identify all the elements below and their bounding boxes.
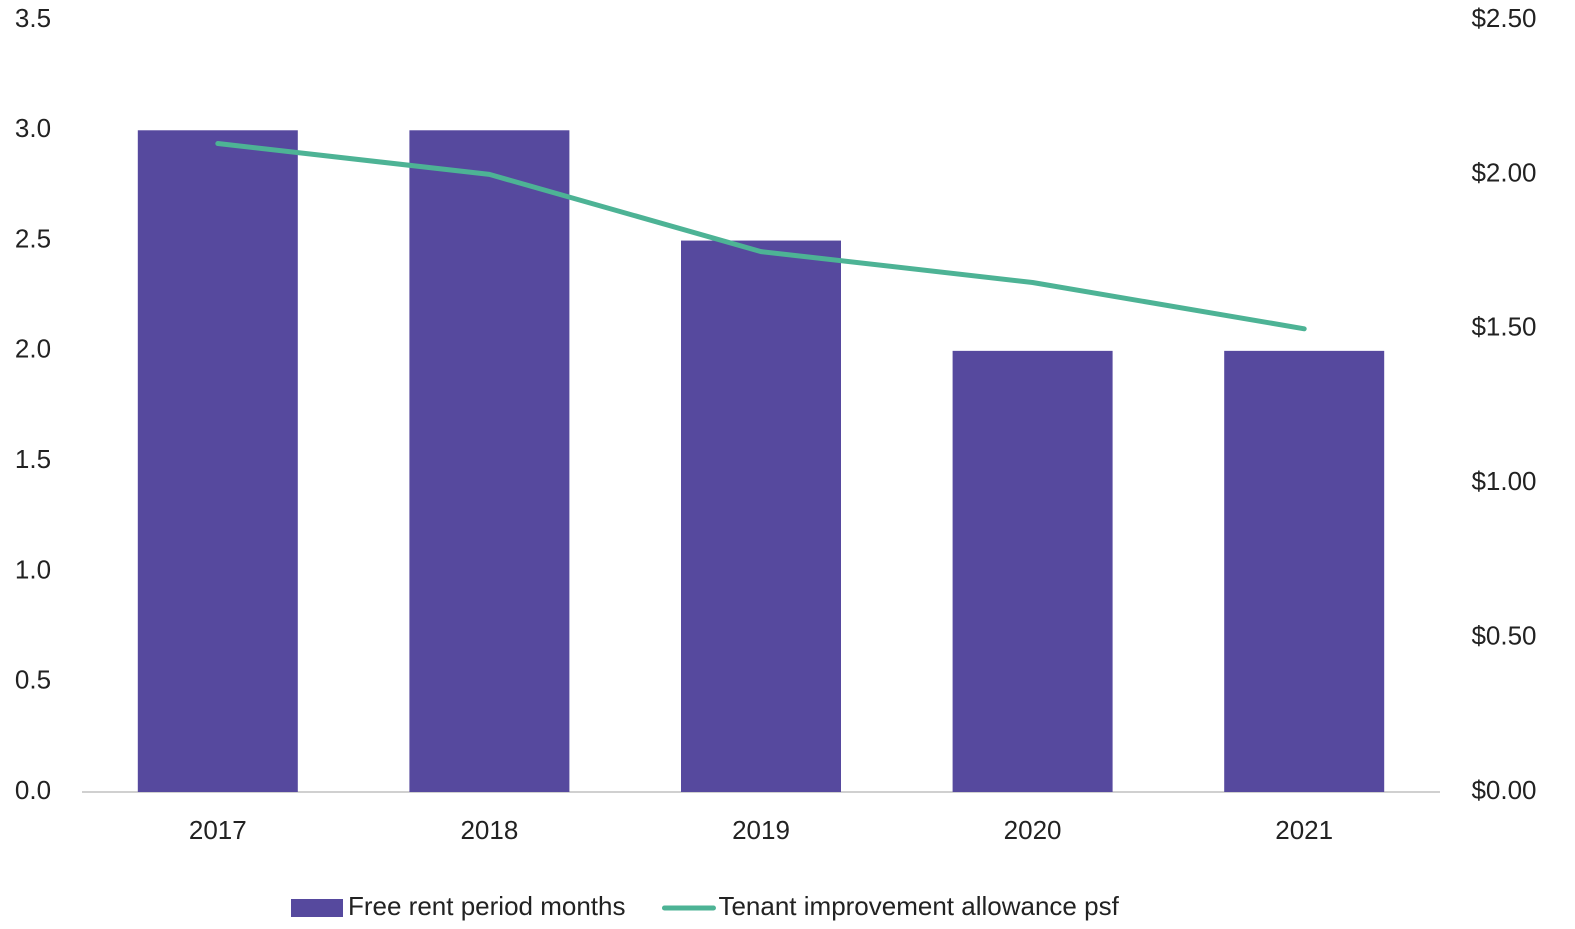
bar	[137, 130, 298, 793]
bar	[952, 350, 1113, 792]
y2-tick-label: $0.50	[1471, 620, 1536, 650]
legend-label: Free rent period months	[348, 891, 625, 921]
y2-tick-label: $1.50	[1471, 312, 1536, 342]
x-tick-label: 2021	[1275, 815, 1333, 845]
y2-tick-label: $0.00	[1471, 775, 1536, 805]
y2-tick-label: $2.50	[1471, 3, 1536, 33]
line	[215, 141, 1307, 332]
x-tick-label: 2017	[189, 815, 247, 845]
x-tick-label: 2018	[460, 815, 518, 845]
y-tick-label: 2.5	[15, 223, 51, 253]
y-tick-label: 2.0	[15, 334, 51, 364]
y-tick-label: 0.5	[15, 665, 51, 695]
y2-tick-label: $1.00	[1471, 466, 1536, 496]
x-tick-label: 2019	[732, 815, 790, 845]
y-tick-label: 3.0	[15, 113, 51, 143]
y2-tick-label: $2.00	[1471, 157, 1536, 187]
y-tick-label: 1.0	[15, 554, 51, 584]
bar	[681, 240, 841, 793]
legend-label: Tenant improvement allowance psf	[718, 891, 1119, 921]
bar	[409, 130, 570, 793]
y-tick-label: 0.0	[15, 775, 51, 805]
legend-swatch	[291, 899, 343, 917]
bar	[1224, 350, 1385, 792]
y-tick-label: 3.5	[15, 3, 51, 33]
y-tick-label: 1.5	[15, 444, 51, 474]
x-tick-label: 2020	[1004, 815, 1062, 845]
